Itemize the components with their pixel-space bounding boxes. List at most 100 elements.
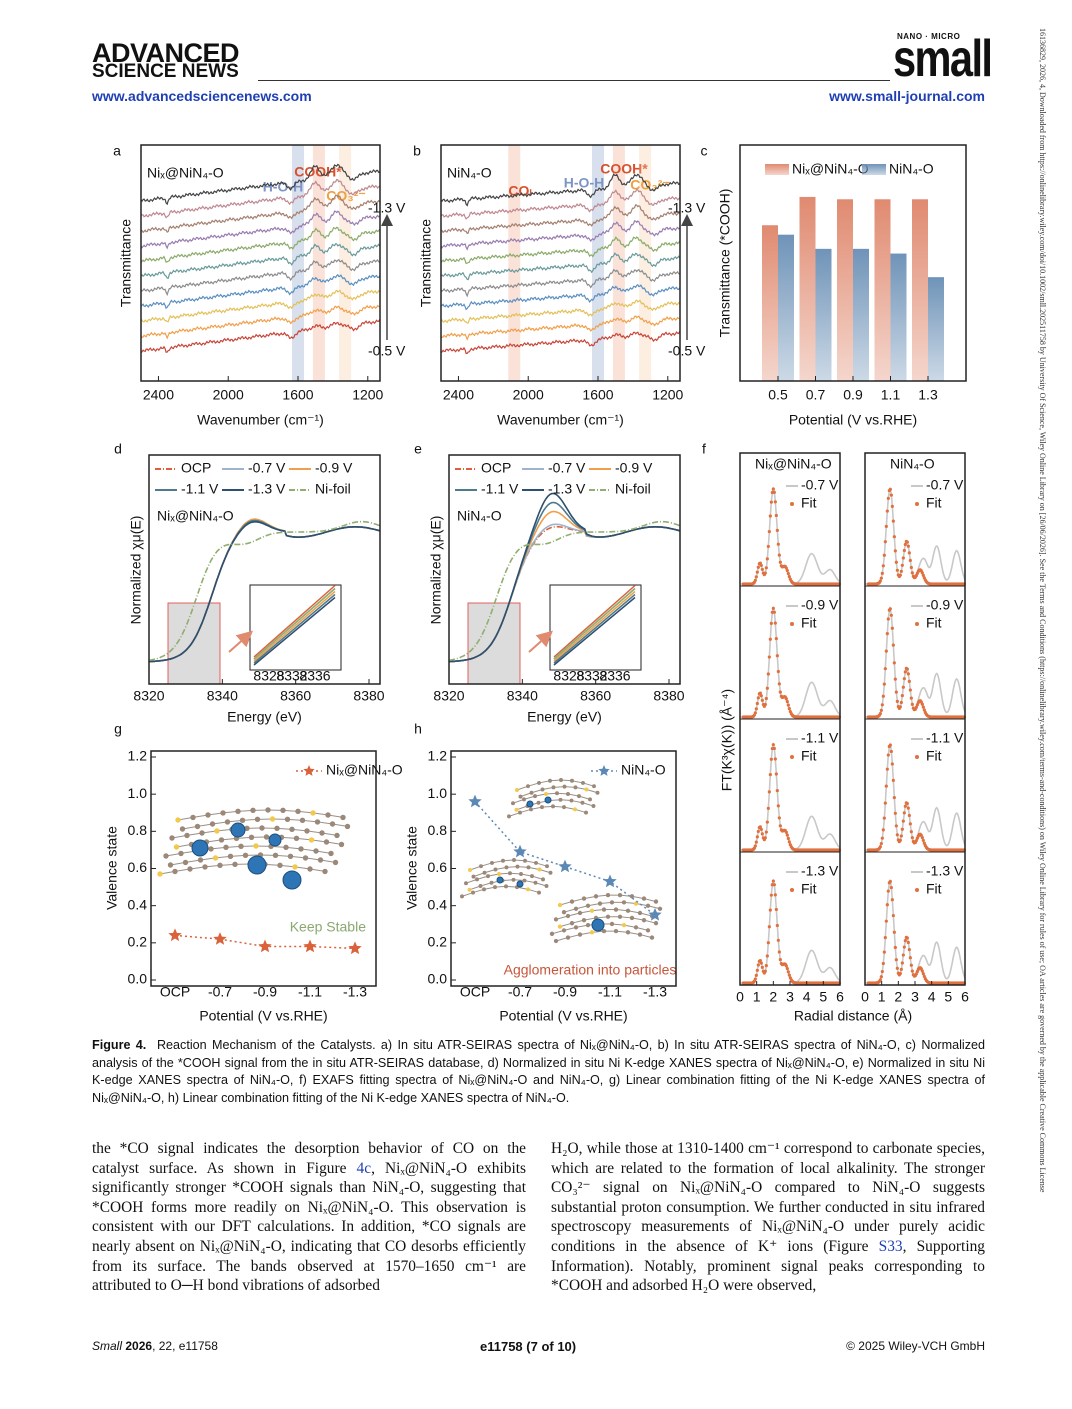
fit-point xyxy=(894,824,898,828)
header-rule xyxy=(258,80,890,81)
fit-point xyxy=(777,682,781,686)
fit-point xyxy=(769,757,773,761)
fit-point xyxy=(900,563,904,567)
fit-point xyxy=(900,961,904,965)
band-highlight xyxy=(312,145,325,381)
fit-point xyxy=(878,579,882,583)
atom xyxy=(317,857,324,863)
atom xyxy=(302,855,309,861)
band-label: COOH* xyxy=(294,164,342,180)
zoom-arrow xyxy=(228,630,253,653)
atom xyxy=(242,852,249,859)
fit-point xyxy=(880,836,884,840)
atom xyxy=(562,805,566,810)
fit-point xyxy=(753,844,757,848)
atom xyxy=(173,844,180,850)
atom xyxy=(220,810,226,816)
fit-point xyxy=(778,690,782,694)
fit-point xyxy=(906,806,910,810)
fit-point xyxy=(920,836,924,840)
fit-point xyxy=(883,936,887,940)
x-tick-label: 4 xyxy=(928,989,936,1005)
fit-point xyxy=(766,544,770,549)
atom xyxy=(584,810,588,815)
panel-label: a xyxy=(113,143,121,159)
y-tick-label: 0.4 xyxy=(428,896,448,912)
fit-point xyxy=(784,566,788,570)
atom xyxy=(526,784,530,789)
atom xyxy=(621,922,627,928)
citation: , 22, e11758 xyxy=(152,1339,218,1353)
fit-label: Fit xyxy=(926,748,942,764)
fit-point xyxy=(753,578,757,582)
atom xyxy=(504,884,508,889)
fit-point xyxy=(772,490,776,494)
fit-point xyxy=(903,804,907,808)
fit-label: Fit xyxy=(926,881,942,897)
x-axis-label: Potential (V vs.RHE) xyxy=(199,1008,327,1024)
atom xyxy=(569,921,575,926)
fit-point xyxy=(774,636,778,641)
fit-point xyxy=(903,939,907,943)
ni-cluster xyxy=(496,876,504,884)
series-line xyxy=(474,801,656,916)
fit-point xyxy=(768,637,772,641)
legend-label: Ni-foil xyxy=(615,481,651,497)
body-column: the *CO signal indicates the desorption … xyxy=(92,1139,526,1296)
spectrum-curve xyxy=(140,242,381,279)
fit-point xyxy=(767,529,771,534)
fit-point xyxy=(891,519,895,523)
x-tick-label: 5 xyxy=(944,989,952,1005)
fit-point xyxy=(771,487,775,491)
bar xyxy=(912,199,928,381)
data-point xyxy=(513,844,527,858)
atom xyxy=(573,807,577,812)
atom xyxy=(471,890,475,895)
spectrum-curve xyxy=(440,299,681,324)
fit-point xyxy=(763,571,767,575)
y-tick-label: 0.2 xyxy=(128,934,148,950)
fit-point xyxy=(773,893,777,897)
fit-point xyxy=(906,940,910,945)
fit-point xyxy=(755,835,759,839)
publisher-link[interactable]: www.advancedsciencenews.com xyxy=(92,88,312,104)
fit-point xyxy=(879,708,883,712)
atom xyxy=(332,859,339,866)
journal-link[interactable]: www.small-journal.com xyxy=(829,88,985,104)
legend-label: OCP xyxy=(481,460,511,476)
fit-point xyxy=(885,903,889,907)
legend-label: Niₓ@NiN₄-O xyxy=(792,161,869,177)
x-tick-label: 1600 xyxy=(282,387,313,403)
fit-point xyxy=(909,830,913,834)
figure-link[interactable]: S33 xyxy=(878,1237,903,1255)
data-point xyxy=(603,874,617,888)
x-tick-label: 8360 xyxy=(280,688,311,704)
fit-point xyxy=(894,690,898,694)
inset-curve xyxy=(553,596,636,666)
potential-label: -1.1 V xyxy=(801,730,839,746)
fit-point xyxy=(756,829,760,834)
legend-label: -0.7 V xyxy=(248,460,286,476)
bar xyxy=(815,248,832,381)
fit-label: Fit xyxy=(926,495,942,511)
inset-curve xyxy=(553,584,636,658)
atom xyxy=(637,910,643,916)
fit-point xyxy=(754,575,758,579)
fit-point xyxy=(879,841,883,846)
raw-curve xyxy=(740,605,841,718)
spectrum-curve xyxy=(140,273,381,310)
figure-link[interactable]: 4c xyxy=(356,1159,372,1177)
fit-point xyxy=(908,956,912,960)
atom xyxy=(184,832,190,839)
spectrum-curve xyxy=(440,315,680,341)
fit-point xyxy=(760,698,764,702)
x-axis-label: Energy (eV) xyxy=(527,709,602,725)
spectrum-curve xyxy=(440,173,680,207)
fit-point xyxy=(910,969,914,973)
fit-point xyxy=(786,970,790,974)
atom xyxy=(235,808,241,815)
fit-point xyxy=(888,879,892,884)
fit-point xyxy=(893,811,897,815)
fit-point xyxy=(758,691,762,695)
x-tick-label: 2400 xyxy=(143,387,174,403)
